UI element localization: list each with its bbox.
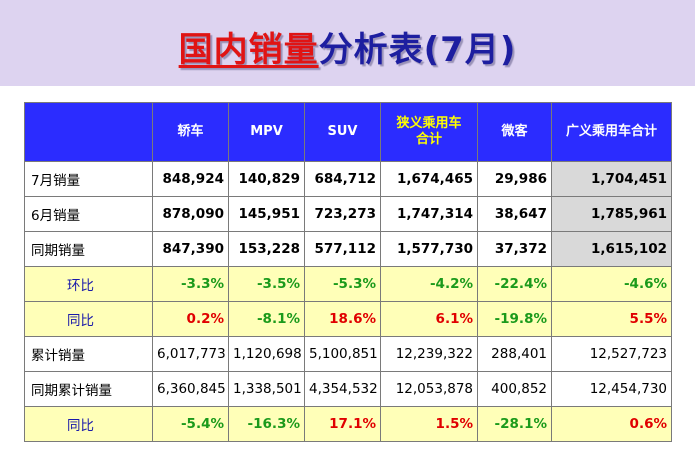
- table-row: 同比 0.2% -8.1% 18.6% 6.1% -19.8% 5.5%: [24, 301, 672, 337]
- table-row: 累计销量 6,017,773 1,120,698 5,100,851 12,23…: [24, 336, 672, 372]
- header-row: 轿车 MPV SUV 狭义乘用车 合计 微客 广义乘用车合计: [24, 102, 672, 162]
- table-cell: 400,852: [477, 371, 552, 407]
- table-row: 同比 -5.4% -16.3% 17.1% 1.5% -28.1% 0.6%: [24, 406, 672, 442]
- row-label: 同期销量: [24, 231, 153, 267]
- table-cell: -22.4%: [477, 266, 552, 302]
- table-cell: 1,747,314: [380, 196, 478, 232]
- header-cell-mpv: MPV: [228, 102, 305, 162]
- table-cell: 1,120,698: [228, 336, 305, 372]
- table-row: 环比 -3.3% -3.5% -5.3% -4.2% -22.4% -4.6%: [24, 266, 672, 302]
- row-label: 环比: [24, 266, 153, 302]
- table-cell: -3.5%: [228, 266, 305, 302]
- table-cell: 4,354,532: [304, 371, 381, 407]
- table-cell: 1,674,465: [380, 161, 478, 197]
- table-cell: 5.5%: [551, 301, 672, 337]
- table-cell: 1,577,730: [380, 231, 478, 267]
- title-rest: 分析表(7月): [318, 30, 517, 70]
- header-cell-empty: [24, 102, 153, 162]
- table-cell: 848,924: [152, 161, 229, 197]
- table-cell: 5,100,851: [304, 336, 381, 372]
- table-cell: 12,053,878: [380, 371, 478, 407]
- sales-table: 轿车 MPV SUV 狭义乘用车 合计 微客 广义乘用车合计 7月销量 848,…: [24, 102, 672, 442]
- header-cell-narrow-total: 狭义乘用车 合计: [380, 102, 478, 162]
- title-highlight: 国内销量: [178, 30, 319, 70]
- table-row: 7月销量 848,924 140,829 684,712 1,674,465 2…: [24, 161, 672, 197]
- table-cell: -8.1%: [228, 301, 305, 337]
- table-row: 同期累计销量 6,360,845 1,338,501 4,354,532 12,…: [24, 371, 672, 407]
- table-cell: 1.5%: [380, 406, 478, 442]
- header-cell-broad-total: 广义乘用车合计: [551, 102, 672, 162]
- table-cell: 17.1%: [304, 406, 381, 442]
- row-label: 7月销量: [24, 161, 153, 197]
- table-cell: -4.2%: [380, 266, 478, 302]
- table-row: 6月销量 878,090 145,951 723,273 1,747,314 3…: [24, 196, 672, 232]
- table-cell: 6,360,845: [152, 371, 229, 407]
- table-cell: 847,390: [152, 231, 229, 267]
- row-label: 同期累计销量: [24, 371, 153, 407]
- table-cell: 288,401: [477, 336, 552, 372]
- table-cell: 12,239,322: [380, 336, 478, 372]
- header-cell-minivan: 微客: [477, 102, 552, 162]
- table-cell: 38,647: [477, 196, 552, 232]
- table-cell: 12,454,730: [551, 371, 672, 407]
- table-row: 同期销量 847,390 153,228 577,112 1,577,730 3…: [24, 231, 672, 267]
- row-label: 同比: [24, 301, 153, 337]
- table-cell: 1,338,501: [228, 371, 305, 407]
- page-title: 国内销量分析表(7月): [0, 22, 695, 71]
- table-cell: 0.2%: [152, 301, 229, 337]
- table-cell: 29,986: [477, 161, 552, 197]
- row-label: 同比: [24, 406, 153, 442]
- table-cell: 18.6%: [304, 301, 381, 337]
- table-cell: 145,951: [228, 196, 305, 232]
- table-cell: -19.8%: [477, 301, 552, 337]
- table-cell: 140,829: [228, 161, 305, 197]
- table-cell: -28.1%: [477, 406, 552, 442]
- table-cell: 12,527,723: [551, 336, 672, 372]
- table-cell: 0.6%: [551, 406, 672, 442]
- table-cell: 1,615,102: [551, 231, 672, 267]
- table-cell: 577,112: [304, 231, 381, 267]
- title-banner: [0, 0, 695, 86]
- table-cell: 6,017,773: [152, 336, 229, 372]
- table-cell: 1,785,961: [551, 196, 672, 232]
- table-cell: -5.4%: [152, 406, 229, 442]
- table-cell: 723,273: [304, 196, 381, 232]
- row-label: 累计销量: [24, 336, 153, 372]
- table-cell: 684,712: [304, 161, 381, 197]
- table-cell: -3.3%: [152, 266, 229, 302]
- row-label: 6月销量: [24, 196, 153, 232]
- table-cell: 878,090: [152, 196, 229, 232]
- table-cell: 37,372: [477, 231, 552, 267]
- table-cell: -16.3%: [228, 406, 305, 442]
- table-cell: 1,704,451: [551, 161, 672, 197]
- table-cell: 153,228: [228, 231, 305, 267]
- header-cell-car: 轿车: [152, 102, 229, 162]
- table-cell: 6.1%: [380, 301, 478, 337]
- table-cell: -4.6%: [551, 266, 672, 302]
- table-cell: -5.3%: [304, 266, 381, 302]
- header-cell-suv: SUV: [304, 102, 381, 162]
